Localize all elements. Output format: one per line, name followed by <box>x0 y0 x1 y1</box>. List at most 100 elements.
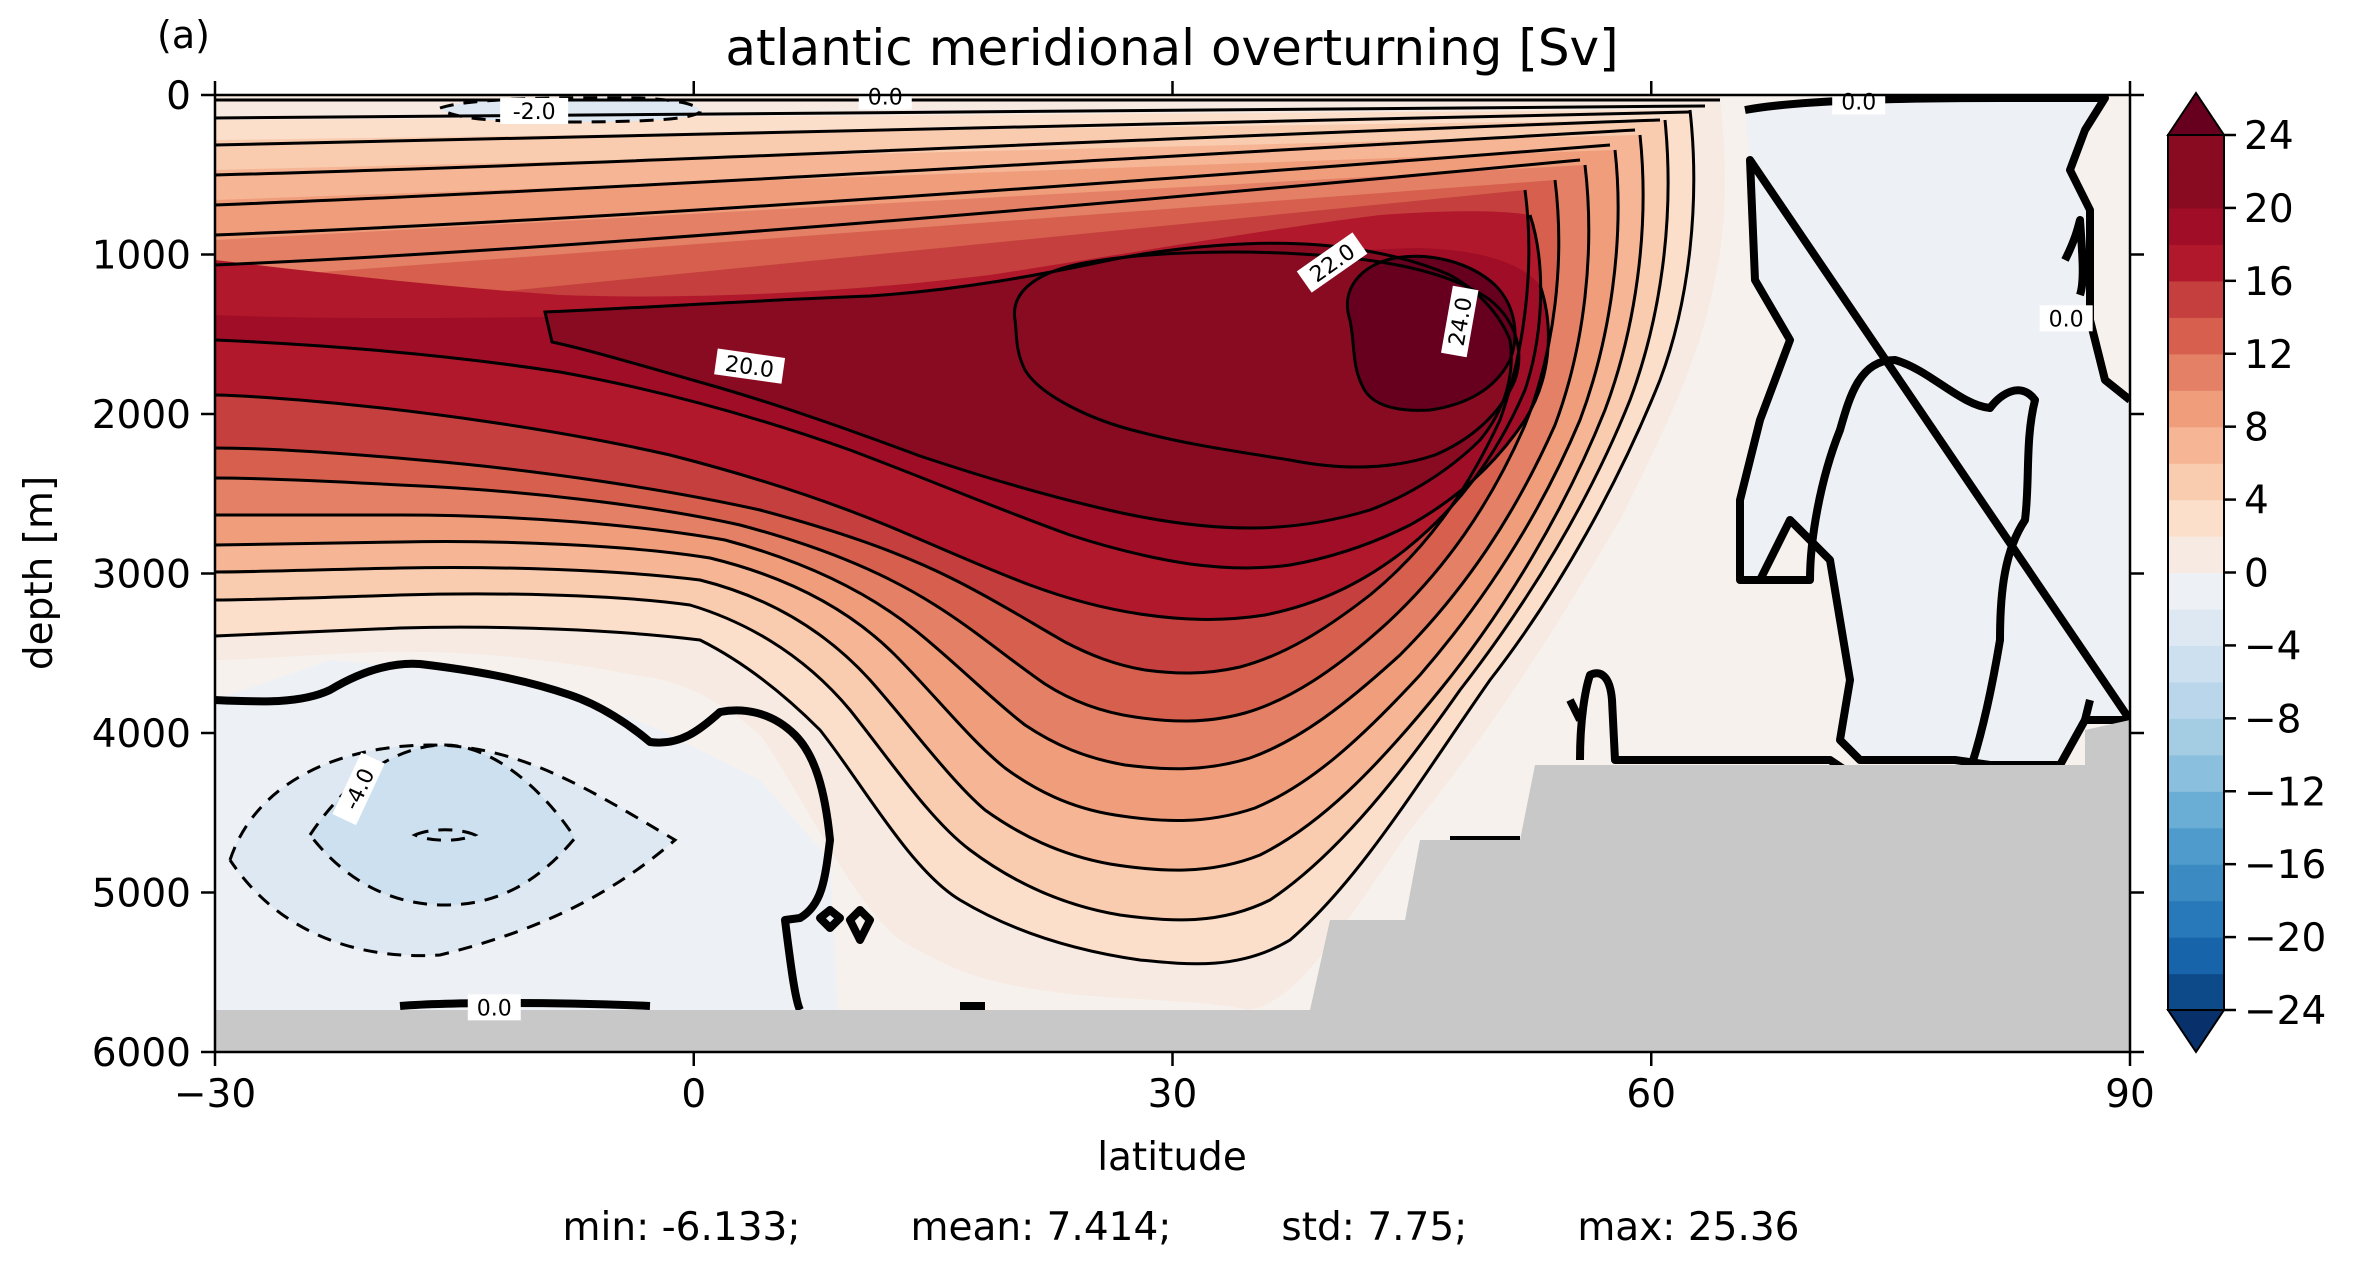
contour-lines <box>215 98 1721 966</box>
colorbar-tick-label: 24 <box>2244 114 2294 159</box>
colorbar-bin <box>2168 207 2224 245</box>
y-axis: 0 1000 2000 3000 4000 5000 6000 <box>92 74 2144 1076</box>
contour-line-8 <box>215 149 1620 823</box>
y-axis-label: depth [m] <box>17 476 62 670</box>
contour-line-minus6 <box>411 828 479 842</box>
colorbar-tick-label: 4 <box>2244 479 2269 524</box>
topography-mask <box>215 720 2130 1052</box>
colorbar-tick-label: 20 <box>2244 187 2294 232</box>
colorbar-bin <box>2168 754 2224 792</box>
colorbar-tick-label: −12 <box>2244 770 2326 815</box>
contour-label-bg <box>467 994 521 1021</box>
colorbar-tick-label: 0 <box>2244 552 2269 597</box>
y-tick-label: 1000 <box>92 234 191 279</box>
colorbar-bin <box>2168 791 2224 829</box>
colorbar-bin <box>2168 608 2224 647</box>
colorbar-extend-max <box>2166 91 2226 136</box>
zero-line-small-loop-2 <box>846 906 874 944</box>
panel-label: (a) <box>157 13 210 57</box>
colorbar-bin <box>2168 536 2224 574</box>
contour-line-22 <box>1012 250 1521 469</box>
contour-line-2 <box>215 109 1696 966</box>
contour-line-4 <box>215 119 1670 922</box>
y-tick-label: 6000 <box>92 1031 191 1076</box>
stat-mean: mean: 7.414; <box>910 1205 1172 1250</box>
x-tick-label: 30 <box>1148 1072 1198 1117</box>
colorbar-tick-label: 12 <box>2244 333 2294 378</box>
zero-line-bottom <box>399 999 651 1010</box>
zero-line-small-loop-1 <box>816 906 844 932</box>
x-tick-label: 90 <box>2105 1072 2155 1117</box>
contour-line-minus2 <box>228 743 678 958</box>
contour-line-20 <box>543 241 1513 530</box>
contour-line-18 <box>215 284 1550 570</box>
colorbar-bin <box>2168 280 2224 318</box>
contour-label-text: 0.0 <box>868 86 903 111</box>
zero-line-trench <box>1566 698 1584 722</box>
colorbar: 24 20 16 12 8 4 0 −4 −8 −12 −16 −20 −24 <box>2166 91 2326 1054</box>
stat-min: min: -6.133; <box>562 1205 801 1250</box>
y-tick-label: 3000 <box>92 553 191 598</box>
contour-label-bg <box>1441 285 1479 358</box>
contour-label-bg <box>714 348 786 384</box>
zero-contour-lines <box>215 95 2130 1012</box>
contour-line-24 <box>1345 254 1517 412</box>
colorbar-bin <box>2168 463 2224 501</box>
stat-std: std: 7.75; <box>1281 1205 1468 1250</box>
colorbar-bin <box>2168 937 2224 975</box>
colorbar-bin <box>2168 864 2224 902</box>
colorbar-bin <box>2168 827 2224 865</box>
colorbar-bin <box>2168 900 2224 938</box>
contour-line-6 <box>215 134 1645 872</box>
zero-line-abyssal <box>215 659 834 1012</box>
contour-line-upper-7 <box>215 158 1581 267</box>
colorbar-bin <box>2168 681 2224 719</box>
contour-line-12 <box>215 179 1561 723</box>
contour-label: 0.0 <box>1832 88 1886 115</box>
colorbar-bin <box>2168 353 2224 391</box>
contour-line-upper-6 <box>215 143 1611 237</box>
contour-label-text: 0.0 <box>477 996 512 1021</box>
colorbar-bin <box>2168 973 2224 1011</box>
colorbar-tick-label: −8 <box>2244 697 2302 742</box>
statistics-summary: min: -6.133; mean: 7.414; std: 7.75; max: 2… <box>0 1205 2362 1250</box>
contour-label-bg <box>1832 88 1886 115</box>
plot-area <box>215 95 2130 1052</box>
colorbar-bin <box>2168 426 2224 464</box>
zero-line-north-spike <box>2061 216 2087 297</box>
contour-label: 0.0 <box>858 83 912 111</box>
contour-line-upper-4 <box>215 118 1661 177</box>
y-tick-label: 5000 <box>92 872 191 917</box>
colorbar-bin <box>2168 171 2224 209</box>
contour-line-upper-1 <box>215 98 1721 103</box>
y-tick-label: 4000 <box>92 712 191 757</box>
colorbar-bin <box>2168 317 2224 355</box>
contour-fill-minus4 <box>310 745 575 905</box>
colorbar-bin <box>2168 499 2224 537</box>
x-tick-label: −30 <box>174 1072 256 1117</box>
contour-line-10 <box>215 164 1591 771</box>
contour-line-upper-3 <box>215 110 1691 147</box>
colorbar-tick-label: −4 <box>2244 624 2302 669</box>
colorbar-tick-label: −16 <box>2244 843 2326 888</box>
colorbar-bin <box>2168 645 2224 683</box>
zero-line-north-basin <box>1736 95 2130 769</box>
contour-label: -2.0 <box>500 97 569 125</box>
contour-label-text: 0.0 <box>2049 307 2084 332</box>
contour-label-bg <box>2039 305 2093 332</box>
x-axis: −30 0 30 60 90 <box>174 81 2155 1117</box>
colorbar-tick-label: 16 <box>2244 260 2294 305</box>
colorbar-bin <box>2168 572 2224 610</box>
y-tick-label: 0 <box>166 74 191 119</box>
colorbar-tick-label: −24 <box>2244 989 2326 1034</box>
contour-line-minus4 <box>308 743 577 907</box>
contour-label-bg <box>332 752 385 826</box>
colorbar-bin <box>2168 718 2224 756</box>
contour-label-bg <box>858 83 912 110</box>
colorbar-bin <box>2168 244 2224 282</box>
contour-label-bg <box>1296 232 1368 293</box>
x-axis-label: latitude <box>1097 1135 1247 1180</box>
contour-label-text: -2.0 <box>513 100 556 125</box>
contour-line-upper-5 <box>215 128 1636 207</box>
colorbar-tick-label: −20 <box>2244 916 2326 961</box>
